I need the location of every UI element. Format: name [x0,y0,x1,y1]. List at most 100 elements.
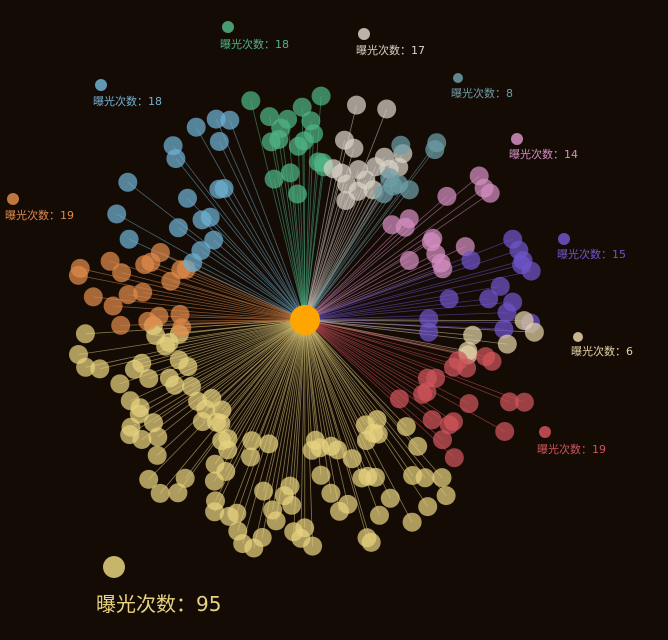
graph-node[interactable] [147,445,167,465]
graph-node[interactable] [228,521,248,541]
graph-node[interactable] [355,415,375,435]
graph-node[interactable] [242,431,262,451]
graph-node[interactable] [182,377,201,396]
graph-node[interactable] [311,465,331,485]
graph-node[interactable] [278,109,298,129]
graph-node[interactable] [482,351,502,371]
group-label-pink[interactable]: 曝光次数：14 [509,133,578,161]
graph-node[interactable] [377,99,397,119]
graph-node[interactable] [75,324,95,344]
graph-node[interactable] [148,427,168,447]
graph-node[interactable] [144,413,163,433]
graph-node[interactable] [356,431,376,451]
graph-node[interactable] [150,243,170,262]
graph-node[interactable] [419,309,439,329]
graph-node[interactable] [118,172,138,192]
graph-node[interactable] [149,306,169,326]
graph-node[interactable] [439,415,459,435]
graph-node[interactable] [139,369,159,388]
graph-node[interactable] [495,422,515,441]
graph-node[interactable] [205,454,225,474]
group-label-green[interactable]: 曝光次数：18 [220,21,289,51]
graph-node[interactable] [402,512,422,532]
graph-node[interactable] [391,135,411,155]
graph-node[interactable] [514,392,534,412]
graph-node[interactable] [120,391,140,411]
graph-node[interactable] [480,183,500,203]
graph-node[interactable] [206,109,226,129]
graph-node[interactable] [168,218,188,238]
graph-node[interactable] [168,483,188,503]
graph-node[interactable] [288,184,307,204]
graph-node[interactable] [284,522,304,542]
graph-node[interactable] [304,124,324,144]
graph-node[interactable] [419,322,439,342]
graph-node[interactable] [437,186,457,206]
graph-node[interactable] [83,287,103,307]
graph-node[interactable] [380,488,400,508]
graph-node[interactable] [241,91,261,111]
graph-node[interactable] [139,469,159,489]
graph-node[interactable] [422,410,442,430]
group-label-yellow[interactable]: 曝光次数：95 [96,556,221,616]
graph-node[interactable] [399,251,419,270]
graph-node[interactable] [186,117,206,137]
graph-node[interactable] [524,322,544,342]
graph-node[interactable] [202,388,222,408]
graph-node[interactable] [132,353,152,373]
graph-node[interactable] [103,296,123,316]
graph-node[interactable] [214,179,234,198]
graph-node[interactable] [344,138,364,158]
center-node[interactable] [290,305,320,335]
graph-node[interactable] [219,506,239,526]
graph-node[interactable] [321,483,341,503]
graph-node[interactable] [396,417,416,437]
graph-node[interactable] [200,207,220,227]
graph-node[interactable] [260,107,279,127]
graph-node[interactable] [292,97,312,117]
graph-node[interactable] [100,251,120,271]
graph-node[interactable] [204,471,224,491]
graph-node[interactable] [163,136,183,156]
graph-node[interactable] [370,505,389,525]
group-label-red[interactable]: 曝光次数：19 [537,426,606,456]
graph-node[interactable] [111,315,131,335]
graph-node[interactable] [220,110,240,130]
graph-node[interactable] [263,500,283,520]
graph-node[interactable] [107,204,127,224]
graph-node[interactable] [399,180,419,200]
graph-node[interactable] [302,440,322,460]
graph-node[interactable] [436,486,456,506]
group-label-teal[interactable]: 曝光次数：8 [451,73,513,100]
graph-node[interactable] [170,304,190,324]
graph-node[interactable] [433,259,453,279]
graph-node[interactable] [459,394,479,414]
graph-node[interactable] [311,86,331,106]
graph-node[interactable] [159,368,179,388]
graph-node[interactable] [395,217,415,237]
graph-node[interactable] [432,468,452,488]
graph-node[interactable] [439,289,459,309]
graph-node[interactable] [461,250,481,270]
graph-node[interactable] [69,345,88,364]
graph-node[interactable] [259,434,279,454]
group-label-purple[interactable]: 曝光次数：15 [557,233,626,261]
graph-node[interactable] [444,448,464,468]
graph-node[interactable] [500,392,519,412]
graph-node[interactable] [352,468,372,488]
graph-node[interactable] [497,334,517,354]
graph-node[interactable] [425,140,445,160]
graph-node[interactable] [241,447,261,467]
group-label-orange[interactable]: 曝光次数：19 [5,193,74,222]
graph-node[interactable] [408,436,428,456]
graph-node[interactable] [188,391,208,411]
graph-node[interactable] [133,282,153,302]
graph-node[interactable] [206,491,225,511]
graph-node[interactable] [463,325,483,345]
graph-node[interactable] [444,357,463,377]
group-label-light[interactable]: 曝光次数：6 [571,332,633,358]
graph-node[interactable] [274,486,294,506]
graph-node[interactable] [490,276,510,296]
graph-node[interactable] [191,241,211,261]
graph-node[interactable] [417,368,437,388]
